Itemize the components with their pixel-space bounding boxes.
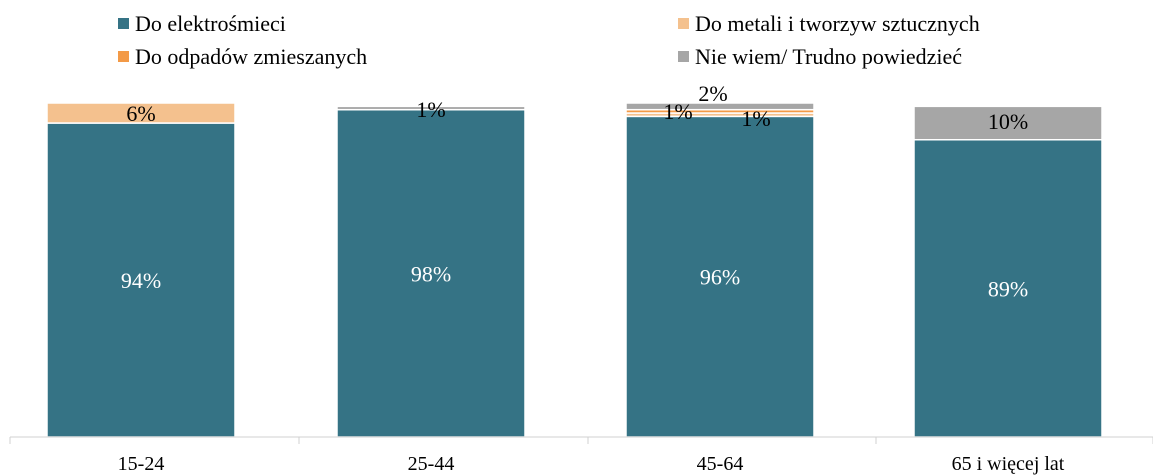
segment-dont-know-bar: [336, 105, 526, 111]
legend-label: Nie wiem/ Trudno powiedzieć: [695, 44, 962, 69]
x-tick-label: 65 i więcej lat: [952, 453, 1065, 475]
legend-swatch: [118, 18, 129, 29]
data-label: 6%: [126, 101, 155, 126]
data-labels: 94%6%98%1%96%1% 1%2%89%10%: [121, 81, 1028, 301]
x-tick-label: 15-24: [118, 453, 165, 475]
segment-dont-know-bar: [913, 105, 1103, 141]
segment-metal-plastic-bar: [46, 102, 236, 124]
x-axis: 15-24 25-44 45-64 65 i więcej lat: [9, 436, 1153, 475]
segment-electro-waste-bar: [46, 122, 236, 438]
bars: [46, 102, 1103, 438]
data-label: 96%: [700, 265, 740, 290]
segment-electro-waste-bar: [913, 138, 1103, 438]
legend-label: Do odpadów zmieszanych: [135, 44, 367, 69]
x-tick-label: 25-44: [408, 453, 455, 475]
legend-label: Do metali i tworzyw sztucznych: [695, 11, 980, 36]
segment-dont-know-bar: [625, 102, 815, 111]
data-label: 10%: [988, 109, 1028, 134]
data-label: 89%: [988, 276, 1028, 301]
data-label: 94%: [121, 268, 161, 293]
legend-swatch: [678, 18, 689, 29]
data-label: 1%: [741, 106, 770, 131]
data-label: 2%: [698, 81, 727, 106]
data-label: 1%: [416, 97, 445, 122]
legend-swatch: [118, 51, 129, 62]
data-label: 1%: [663, 99, 692, 124]
data-label: 98%: [411, 261, 451, 286]
legend-label: Do elektrośmieci: [135, 11, 286, 36]
x-tick-label: 45-64: [697, 453, 744, 475]
legend: Do elektrośmieci Do metali i tworzyw sztu…: [118, 11, 980, 69]
legend-swatch: [678, 51, 689, 62]
